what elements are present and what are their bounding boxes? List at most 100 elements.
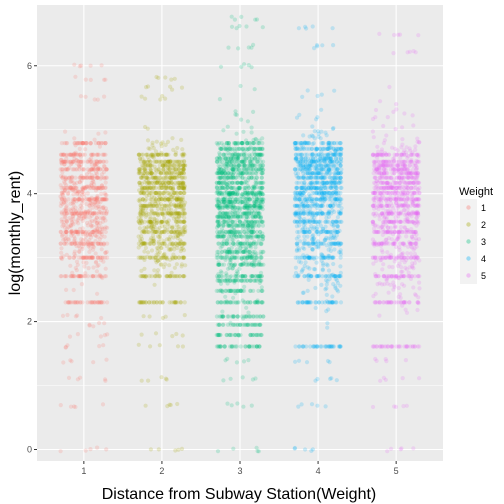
data-point bbox=[169, 77, 174, 82]
data-point bbox=[95, 175, 100, 180]
data-point bbox=[307, 158, 312, 164]
data-point bbox=[80, 197, 85, 202]
data-point bbox=[307, 146, 312, 151]
data-point bbox=[85, 255, 90, 260]
data-point bbox=[332, 141, 337, 146]
data-point bbox=[99, 300, 104, 305]
data-point bbox=[229, 147, 234, 152]
data-point bbox=[214, 344, 219, 349]
data-point bbox=[70, 187, 75, 192]
data-point bbox=[293, 265, 298, 270]
data-point bbox=[95, 255, 100, 260]
data-point bbox=[139, 378, 144, 383]
major-gridlines bbox=[37, 5, 443, 461]
data-point bbox=[62, 274, 67, 279]
data-point bbox=[67, 176, 72, 181]
data-point bbox=[238, 173, 243, 178]
data-point bbox=[104, 209, 110, 214]
data-point bbox=[325, 321, 330, 326]
data-point bbox=[260, 288, 265, 293]
data-point bbox=[64, 211, 69, 216]
data-point bbox=[59, 250, 64, 255]
data-point bbox=[76, 197, 81, 202]
data-point bbox=[101, 241, 106, 246]
data-point bbox=[248, 288, 253, 293]
data-point bbox=[78, 274, 83, 279]
data-point bbox=[66, 190, 71, 196]
data-point bbox=[316, 244, 321, 249]
data-point bbox=[215, 218, 220, 223]
data-point bbox=[258, 216, 263, 221]
data-point bbox=[102, 197, 107, 202]
data-point bbox=[72, 211, 77, 216]
data-point bbox=[93, 188, 98, 193]
data-point bbox=[77, 164, 82, 169]
data-point bbox=[233, 291, 238, 296]
data-point bbox=[96, 141, 101, 146]
data-point bbox=[76, 229, 81, 235]
data-point bbox=[296, 234, 301, 239]
data-point bbox=[94, 215, 99, 220]
data-point bbox=[300, 300, 305, 305]
data-point bbox=[81, 260, 86, 265]
data-point bbox=[169, 270, 174, 275]
data-point bbox=[240, 147, 246, 152]
data-point bbox=[79, 178, 84, 183]
data-point bbox=[80, 192, 85, 197]
data-point bbox=[331, 233, 336, 238]
data-point bbox=[150, 140, 155, 145]
data-point bbox=[313, 285, 318, 291]
data-point bbox=[93, 141, 98, 146]
data-point bbox=[327, 253, 332, 259]
data-point bbox=[235, 141, 241, 146]
data-point bbox=[313, 267, 318, 272]
data-point bbox=[219, 170, 225, 175]
data-point bbox=[60, 152, 65, 157]
data-point bbox=[77, 213, 82, 218]
data-point bbox=[100, 275, 105, 281]
data-point bbox=[75, 332, 80, 337]
data-point bbox=[331, 223, 336, 229]
data-point bbox=[76, 232, 81, 237]
data-point bbox=[81, 198, 86, 203]
data-point bbox=[100, 197, 105, 202]
data-point bbox=[153, 258, 158, 263]
data-point bbox=[62, 241, 67, 246]
data-point bbox=[88, 159, 94, 164]
data-point bbox=[77, 197, 82, 202]
data-point bbox=[99, 172, 104, 177]
data-point bbox=[324, 299, 329, 304]
data-point bbox=[217, 205, 222, 210]
data-point bbox=[248, 278, 253, 283]
data-point bbox=[293, 157, 298, 162]
data-point bbox=[238, 274, 243, 279]
data-point bbox=[73, 152, 78, 157]
data-point bbox=[254, 234, 259, 239]
data-point bbox=[260, 168, 265, 173]
data-point bbox=[81, 241, 86, 246]
data-point bbox=[180, 226, 185, 231]
data-point bbox=[97, 272, 102, 277]
data-point bbox=[148, 159, 153, 164]
data-point bbox=[138, 255, 143, 260]
data-point bbox=[338, 209, 343, 214]
data-point bbox=[159, 375, 164, 380]
data-point bbox=[74, 243, 79, 249]
data-point bbox=[301, 253, 306, 258]
data-point bbox=[99, 141, 104, 146]
data-point bbox=[182, 274, 187, 279]
data-point bbox=[73, 175, 78, 180]
data-point bbox=[180, 154, 186, 159]
data-point bbox=[81, 255, 86, 260]
data-point bbox=[153, 331, 159, 336]
data-point bbox=[70, 199, 75, 204]
data-point bbox=[96, 131, 101, 136]
data-point bbox=[59, 217, 64, 222]
data-point bbox=[70, 167, 75, 172]
data-point bbox=[319, 186, 324, 191]
data-point bbox=[59, 211, 64, 216]
data-point bbox=[78, 211, 83, 216]
data-point bbox=[90, 241, 95, 246]
data-point bbox=[310, 124, 315, 129]
data-point bbox=[146, 250, 151, 255]
